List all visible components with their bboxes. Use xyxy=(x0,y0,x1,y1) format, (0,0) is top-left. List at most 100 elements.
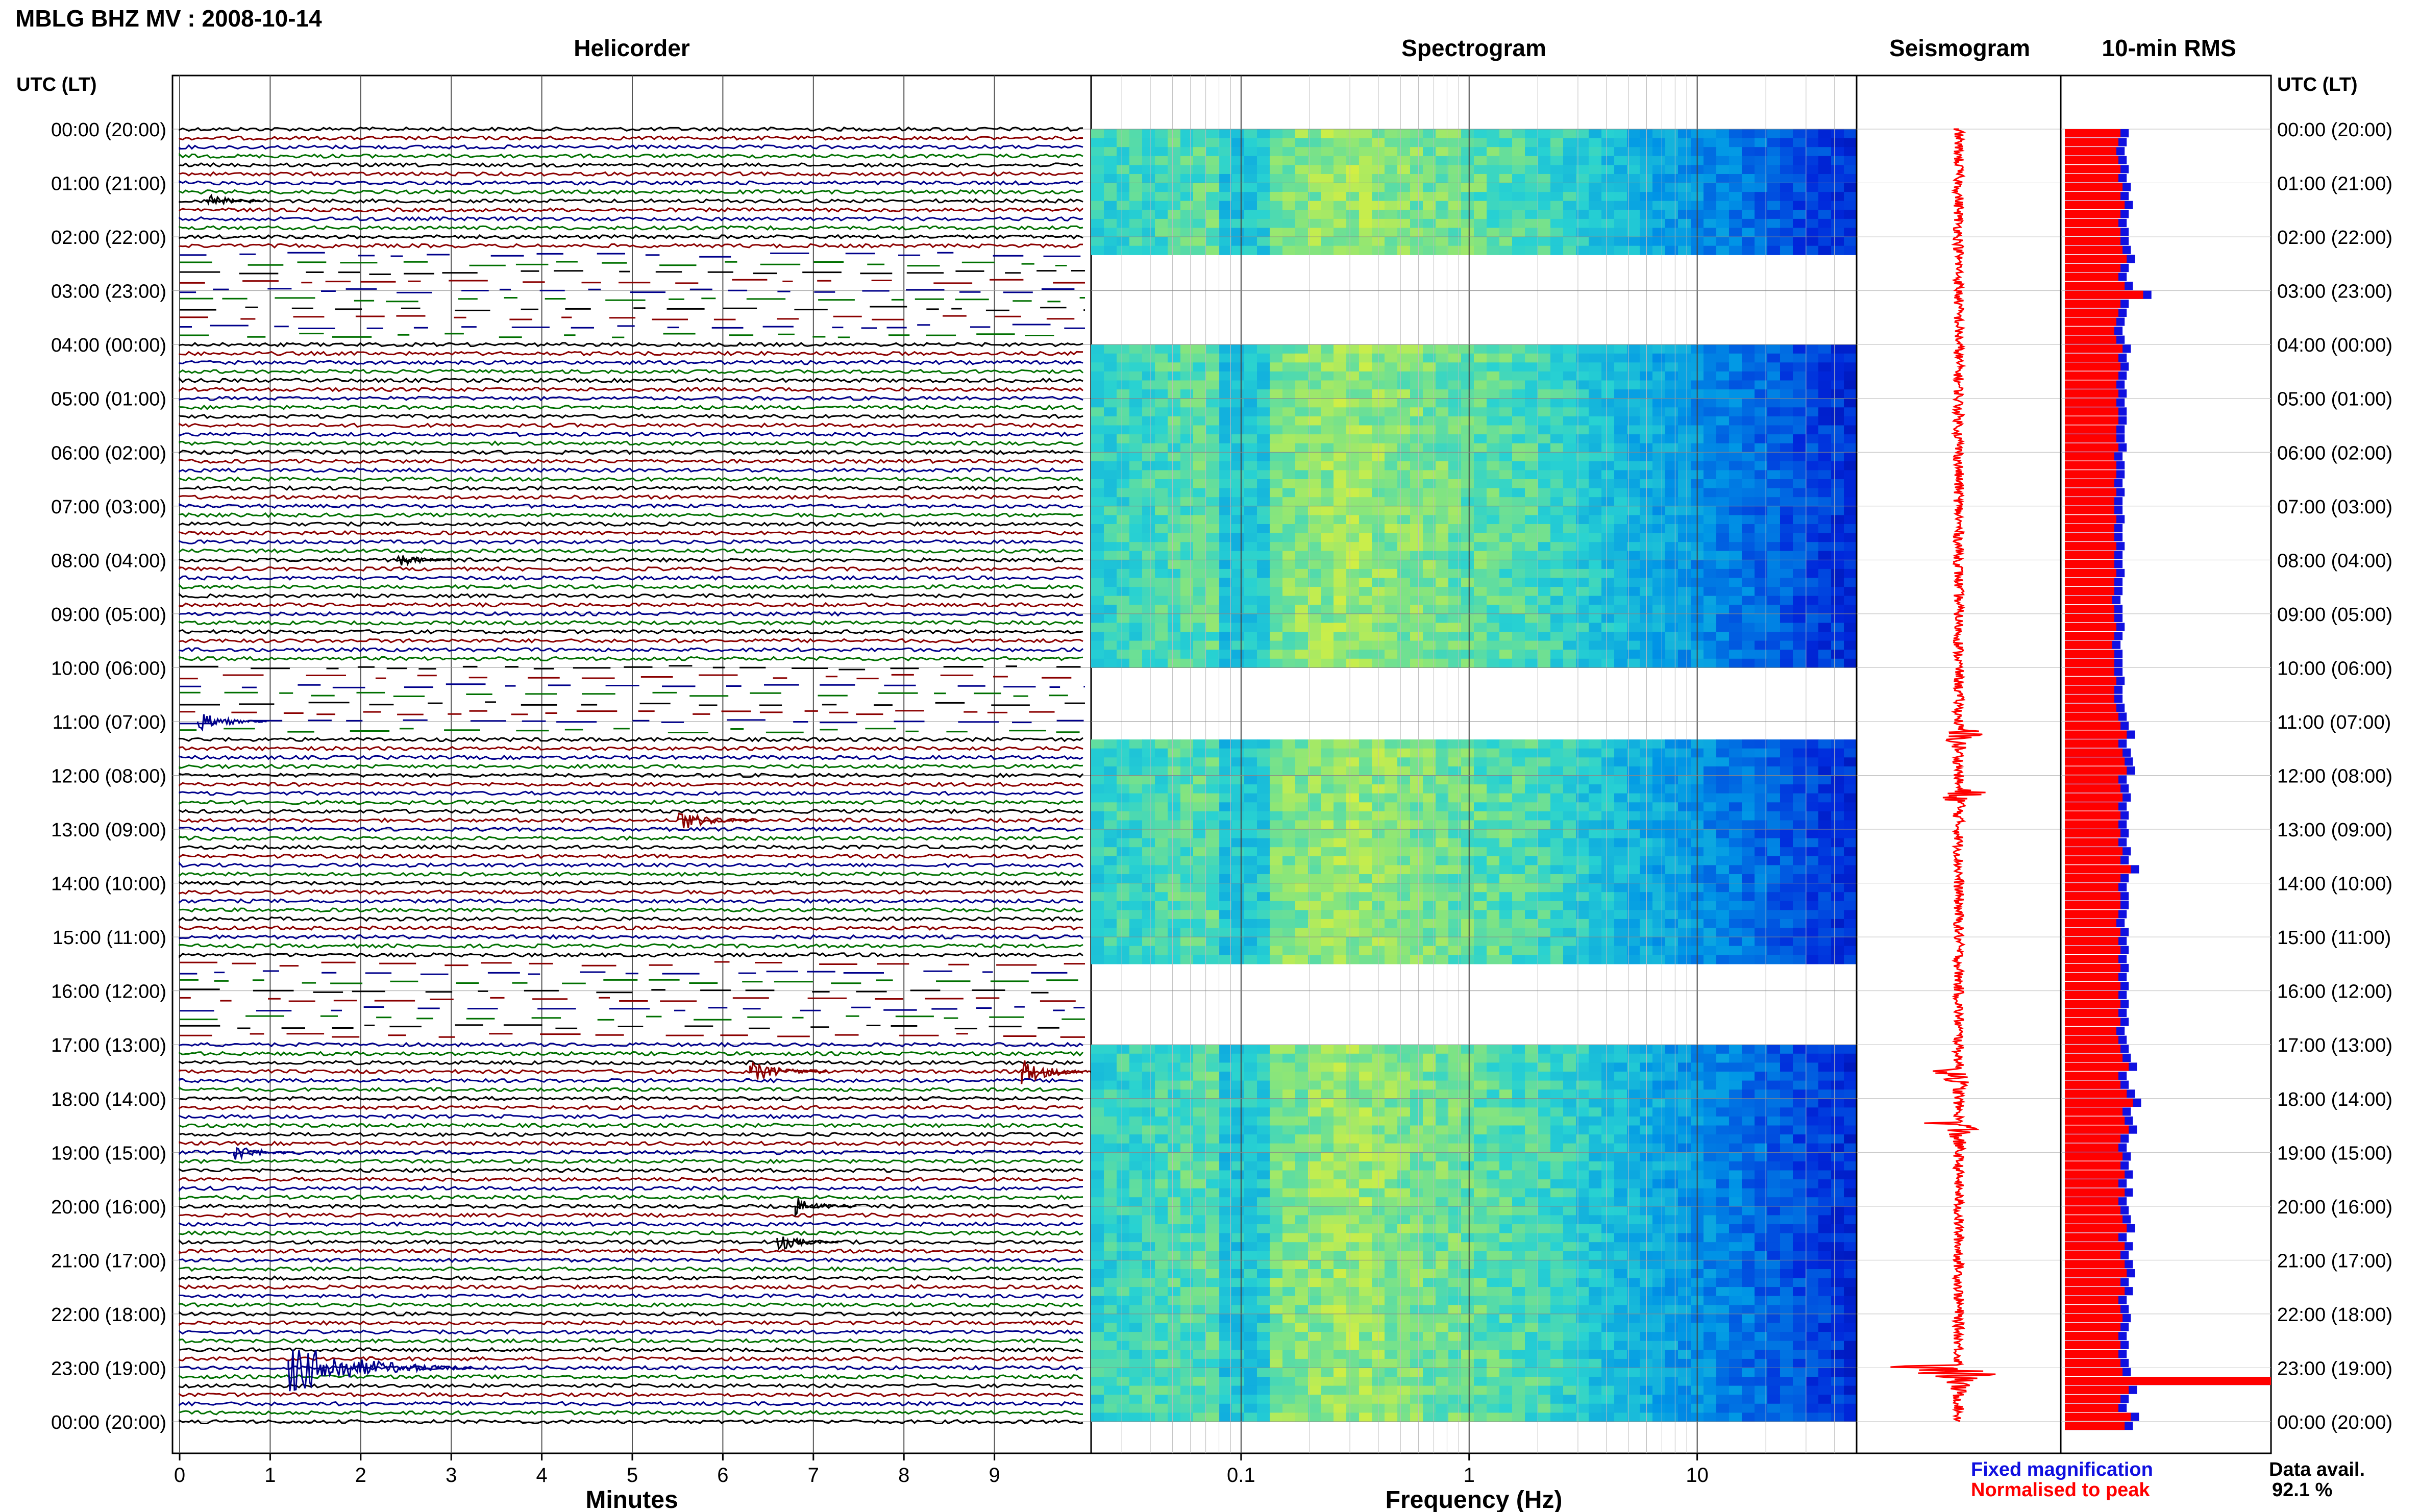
spectrogram-cell xyxy=(1410,865,1423,875)
helicorder-trace-line xyxy=(179,153,1083,159)
spectrogram-cell xyxy=(1589,380,1602,390)
spectrogram-cell xyxy=(1640,228,1653,237)
spectrogram-cell xyxy=(1385,506,1398,515)
spectrogram-cell xyxy=(1678,389,1691,399)
spectrogram-cell xyxy=(1550,605,1564,614)
spectrogram-cell xyxy=(1729,218,1742,229)
spectrogram-cell xyxy=(1180,174,1194,184)
spectrogram-cell xyxy=(1627,398,1640,408)
spectrogram-cell xyxy=(1117,1045,1130,1054)
spectrogram-cell xyxy=(1117,524,1130,534)
spectrogram-cell xyxy=(1589,847,1602,857)
spectrogram-cell xyxy=(1282,757,1296,767)
spectrogram-cell xyxy=(1410,775,1423,785)
spectrogram-cell xyxy=(1755,578,1768,587)
spectrogram-cell xyxy=(1448,362,1462,372)
spectrogram-cell xyxy=(1831,524,1844,534)
spectrogram-cell xyxy=(1129,210,1143,219)
spectrogram-cell xyxy=(1716,613,1730,624)
spectrogram-cell xyxy=(1359,1062,1372,1072)
spectrogram-cell xyxy=(1614,811,1627,821)
spectrogram-cell xyxy=(1385,847,1398,857)
spectrogram-cell xyxy=(1652,362,1666,372)
spectrogram-cell xyxy=(1563,856,1576,865)
spectrogram-cell xyxy=(1436,344,1449,354)
spectrogram-cell xyxy=(1282,1053,1296,1063)
spectrogram-cell xyxy=(1614,147,1627,157)
spectrogram-cell xyxy=(1716,407,1730,417)
spectrogram-cell xyxy=(1742,847,1755,857)
spectrogram-cell xyxy=(1512,928,1525,937)
spectrogram-cell xyxy=(1512,784,1525,794)
spectrogram-cell xyxy=(1295,192,1309,202)
spectrogram-cell xyxy=(1512,479,1525,489)
spectrogram-cell xyxy=(1716,398,1730,408)
spectrogram-cell xyxy=(1589,416,1602,426)
spectrogram-cell xyxy=(1538,650,1551,659)
spectrogram-cell xyxy=(1538,640,1551,650)
spectrogram-cell xyxy=(1729,946,1742,955)
spectrogram-cell xyxy=(1652,389,1666,399)
spectrogram-cell xyxy=(1678,568,1691,579)
spectrogram-cell xyxy=(1308,138,1321,147)
spectrogram-cell xyxy=(1244,883,1257,893)
spectrogram-cell xyxy=(1359,497,1372,507)
spectrogram-cell xyxy=(1550,443,1564,453)
spectrogram-cell xyxy=(1729,138,1742,147)
spectrogram-cell xyxy=(1193,362,1206,372)
spectrogram-cell xyxy=(1780,658,1793,668)
helicorder-trace-line xyxy=(179,1374,1083,1380)
spectrogram-cell xyxy=(1474,874,1487,884)
spectrogram-cell xyxy=(1129,1072,1143,1081)
spectrogram-cell xyxy=(1755,1062,1768,1072)
spectrogram-cell xyxy=(1640,874,1653,884)
spectrogram-cell xyxy=(1831,623,1844,632)
spectrogram-cell xyxy=(1410,739,1423,749)
spectrogram-cell xyxy=(1589,650,1602,659)
spectrogram-cell xyxy=(1423,811,1436,821)
helicorder-traces xyxy=(179,126,1106,1425)
spectrogram-cell xyxy=(1652,461,1666,470)
spectrogram-cell xyxy=(1742,802,1755,812)
spectrogram-cell xyxy=(1538,425,1551,435)
spectrogram-cell xyxy=(1512,613,1525,624)
spectrogram-cell xyxy=(1512,156,1525,165)
spectrogram-cell xyxy=(1321,937,1334,947)
spectrogram-cell xyxy=(1104,533,1117,542)
spectrogram-cell xyxy=(1665,506,1679,515)
spectrogram-cell xyxy=(1244,838,1257,848)
spectrogram-cell xyxy=(1831,865,1844,875)
spectrogram-cell xyxy=(1334,632,1347,641)
spectrogram-cell xyxy=(1831,632,1844,641)
spectrogram-cell xyxy=(1231,658,1245,668)
spectrogram-cell xyxy=(1563,658,1576,668)
spectrogram-cell xyxy=(1525,524,1538,534)
spectrogram-cell xyxy=(1550,874,1564,884)
spectrogram-cell xyxy=(1487,775,1500,785)
helicorder-trace-line xyxy=(179,1086,1083,1093)
spectrogram-cell xyxy=(1678,461,1691,470)
spectrogram-cell xyxy=(1423,623,1436,632)
spectrogram-cell xyxy=(1793,757,1806,767)
spectrogram-cell xyxy=(1346,407,1360,417)
spectrogram-cell xyxy=(1767,389,1781,399)
spectrogram-cell xyxy=(1806,658,1819,668)
helicorder-trace-line xyxy=(179,1409,1083,1416)
spectrogram-cell xyxy=(1806,416,1819,426)
spectrogram-cell xyxy=(1168,578,1181,587)
spectrogram-cell xyxy=(1499,1062,1513,1072)
spectrogram-cell xyxy=(1742,865,1755,875)
spectrogram-cell xyxy=(1142,605,1155,614)
spectrogram-cell xyxy=(1359,237,1372,246)
spectrogram-cell xyxy=(1193,847,1206,857)
spectrogram-cell xyxy=(1806,766,1819,776)
spectrogram-cell xyxy=(1793,919,1806,929)
spectrogram-cell xyxy=(1321,928,1334,937)
spectrogram-cell xyxy=(1091,874,1104,884)
spectrogram-cell xyxy=(1601,201,1615,210)
spectrogram-cell xyxy=(1563,353,1576,363)
spectrogram-cell xyxy=(1168,946,1181,955)
spectrogram-cell xyxy=(1665,784,1679,794)
spectrogram-cell xyxy=(1818,183,1832,192)
spectrogram-cell xyxy=(1704,757,1717,767)
